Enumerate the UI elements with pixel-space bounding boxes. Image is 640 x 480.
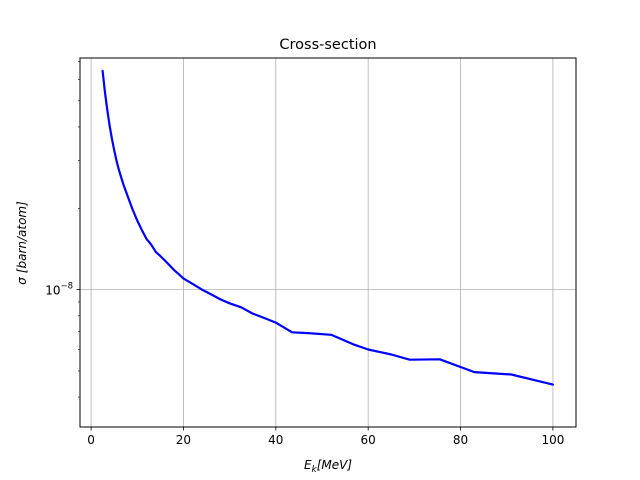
x-tick-label: 80: [453, 433, 468, 447]
x-axis-label: Ek[MeV]: [304, 458, 352, 475]
x-axis-label-symbol: E: [304, 458, 312, 472]
y-axis-label: σ [barn/atom]: [15, 201, 29, 285]
y-axis-label-unit: [barn/atom]: [15, 201, 29, 273]
x-tick-label: 60: [361, 433, 376, 447]
plot-frame: [79, 57, 577, 428]
series-line: [101, 69, 555, 386]
x-tick-label: 20: [176, 433, 191, 447]
chart-title: Cross-section: [279, 37, 376, 53]
x-tick-label: 100: [541, 433, 564, 447]
x-tick-label: 40: [268, 433, 283, 447]
x-tick-label: 0: [87, 433, 95, 447]
series-layer: [101, 69, 555, 386]
ticks: 0 20 40 60 80 100 10−8: [45, 61, 564, 447]
x-axis-label-subscript: k: [312, 465, 318, 475]
x-axis-label-unit: [MeV]: [317, 458, 353, 472]
y-tick-label: 10−8: [45, 282, 73, 298]
y-axis-label-symbol: σ: [15, 277, 29, 285]
grid: [80, 58, 576, 427]
